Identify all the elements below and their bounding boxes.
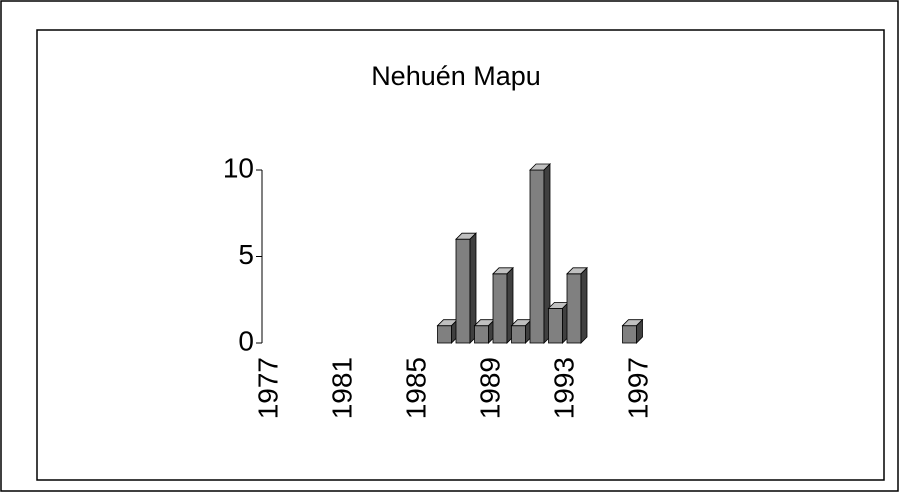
y-tick-label: 0 xyxy=(238,325,254,356)
x-tick-label: 1977 xyxy=(252,357,283,419)
x-tick-label: 1989 xyxy=(474,357,505,419)
bar-front xyxy=(474,325,489,344)
bar xyxy=(455,232,477,344)
bar-front xyxy=(455,238,471,344)
bar-side xyxy=(580,266,588,344)
bar-front xyxy=(566,273,582,344)
x-tick-label: 1993 xyxy=(548,357,579,419)
bar xyxy=(510,318,533,344)
y-tick-label: 10 xyxy=(223,152,254,183)
bar-side xyxy=(636,318,643,344)
bar-front xyxy=(548,307,563,344)
bar xyxy=(492,266,514,344)
x-tick-label: 1981 xyxy=(326,357,357,419)
bar-front xyxy=(529,169,545,344)
bar-front xyxy=(437,325,452,344)
bar-front xyxy=(511,325,526,344)
bar xyxy=(529,163,551,344)
bar xyxy=(621,318,644,344)
chart-title: Nehuén Mapu xyxy=(371,61,541,91)
bar xyxy=(473,318,496,344)
x-tick-label: 1997 xyxy=(622,357,653,419)
x-tick-label: 1985 xyxy=(400,357,431,419)
bar xyxy=(436,318,459,344)
bar xyxy=(547,301,570,344)
bar-front xyxy=(492,273,508,344)
bar xyxy=(566,266,588,344)
bar-front xyxy=(622,325,637,344)
y-tick-label: 5 xyxy=(238,239,254,270)
